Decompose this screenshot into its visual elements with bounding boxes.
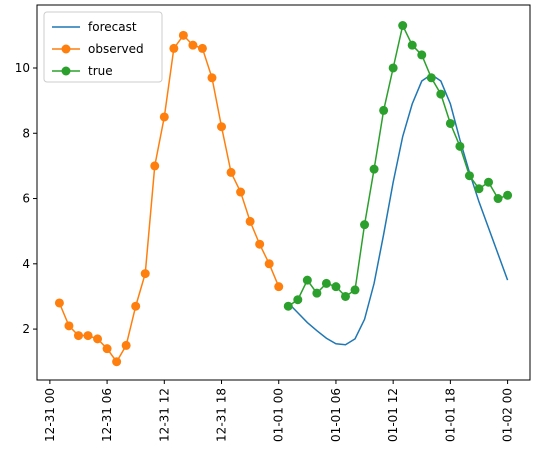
x-tick-label: 01-01 12 <box>386 388 400 442</box>
marker <box>140 269 150 279</box>
marker <box>293 295 303 305</box>
marker <box>274 282 284 292</box>
legend-label: true <box>88 64 113 78</box>
x-tick-label: 12-31 12 <box>157 388 171 442</box>
marker <box>102 344 112 354</box>
marker <box>83 331 93 341</box>
legend-marker <box>61 66 71 76</box>
x-tick-label: 12-31 06 <box>100 388 114 442</box>
marker <box>245 216 255 226</box>
marker <box>188 40 198 50</box>
axes-frame <box>36 4 531 381</box>
marker <box>150 161 160 171</box>
marker <box>312 288 322 298</box>
marker <box>493 194 503 204</box>
marker <box>474 184 484 194</box>
x-tick-label: 12-31 00 <box>43 388 57 442</box>
marker <box>217 122 227 132</box>
legend-frame <box>43 11 163 83</box>
marker <box>64 321 74 331</box>
marker <box>426 73 436 83</box>
x-tick-label: 01-01 00 <box>272 388 286 442</box>
marker <box>226 167 236 177</box>
marker <box>340 291 350 301</box>
marker <box>455 141 465 151</box>
legend-label: observed <box>88 42 144 56</box>
marker <box>112 357 122 367</box>
marker <box>321 278 331 288</box>
x-tick-label: 01-01 06 <box>329 388 343 442</box>
marker <box>93 334 103 344</box>
x-tick-label: 01-02 00 <box>501 388 515 442</box>
series-line <box>287 23 508 307</box>
series-line <box>287 73 509 346</box>
y-tick-label: 2 <box>22 322 30 336</box>
marker <box>360 220 370 230</box>
y-tick-label: 10 <box>15 61 30 75</box>
marker <box>178 30 188 40</box>
marker <box>131 301 141 311</box>
y-tick-label: 8 <box>22 126 30 140</box>
marker <box>417 50 427 60</box>
marker <box>169 43 179 53</box>
marker <box>54 298 64 308</box>
legend-marker <box>61 44 71 54</box>
marker <box>159 112 169 122</box>
marker <box>255 239 265 249</box>
marker <box>350 285 360 295</box>
legend: forecast observed true <box>43 11 163 83</box>
series-line <box>58 34 280 364</box>
legend-label: forecast <box>88 20 137 34</box>
marker <box>398 21 408 31</box>
marker <box>388 63 398 73</box>
x-tick-label: 12-31 18 <box>215 388 229 442</box>
marker <box>207 73 217 83</box>
y-tick-label: 4 <box>22 257 30 271</box>
marker <box>369 164 379 174</box>
marker <box>484 177 494 187</box>
marker <box>331 282 341 292</box>
marker <box>121 340 131 350</box>
marker <box>236 187 246 197</box>
marker <box>445 118 455 128</box>
marker <box>407 40 417 50</box>
y-tick-label: 6 <box>22 192 30 206</box>
marker <box>264 259 274 269</box>
marker <box>197 43 207 53</box>
marker <box>464 171 474 181</box>
marker <box>73 331 83 341</box>
marker <box>379 105 389 115</box>
marker <box>283 301 293 311</box>
marker <box>302 275 312 285</box>
x-tick-label: 01-01 18 <box>443 388 457 442</box>
marker <box>436 89 446 99</box>
marker <box>503 190 513 200</box>
